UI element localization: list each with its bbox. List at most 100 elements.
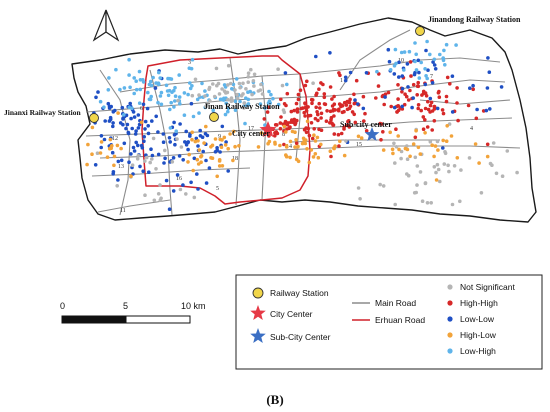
cluster-point-low-low <box>471 83 475 88</box>
cluster-point-low-low <box>203 132 208 136</box>
cluster-point-low-low <box>343 75 348 80</box>
cluster-point-high-high <box>426 99 430 104</box>
cluster-point-low-low <box>131 110 136 114</box>
cluster-point-high-low <box>313 152 318 156</box>
cluster-point-high-low <box>290 129 295 134</box>
cluster-point-high-high <box>423 118 427 122</box>
sub-city-center-label: Sub-city center <box>340 120 392 129</box>
cluster-point-high-high <box>342 125 346 129</box>
cluster-point-high-high <box>363 111 367 116</box>
cluster-point-high-low <box>282 124 287 129</box>
cluster-point-high-low <box>436 148 440 152</box>
cluster-point-low-low <box>186 147 190 152</box>
cluster-point-low-high <box>230 87 234 91</box>
cluster-point-low-low <box>450 74 455 78</box>
cluster-point-not-significant <box>491 141 496 145</box>
cluster-point-low-high <box>197 111 201 115</box>
cluster-point-low-high <box>147 82 152 87</box>
cluster-point-not-significant <box>203 94 207 98</box>
cluster-point-not-significant <box>136 153 141 158</box>
cluster-point-low-low <box>177 154 182 158</box>
cluster-point-low-low <box>178 122 182 126</box>
cluster-point-not-significant <box>428 139 433 144</box>
cluster-point-not-significant <box>193 77 198 82</box>
cluster-point-high-high <box>331 109 335 113</box>
cluster-point-not-significant <box>258 88 263 92</box>
cluster-point-not-significant <box>212 94 217 99</box>
cluster-point-low-high <box>444 42 449 47</box>
cluster-point-low-low <box>134 129 138 133</box>
legend-low-high-label: Low-High <box>460 346 496 356</box>
cluster-point-high-high <box>346 100 350 104</box>
cluster-point-low-low <box>475 107 479 112</box>
legend-railway-station-label: Railway Station <box>270 288 329 298</box>
legend-low-high-icon <box>447 348 453 354</box>
cluster-point-not-significant <box>515 170 519 175</box>
road-number: 5 <box>216 186 219 192</box>
cluster-point-not-significant <box>429 201 434 205</box>
cluster-point-low-high <box>151 75 155 80</box>
cluster-point-high-high <box>273 134 277 138</box>
cluster-point-not-significant <box>420 199 425 203</box>
cluster-point-low-high <box>137 69 142 74</box>
cluster-point-not-significant <box>311 81 315 85</box>
cluster-point-low-high <box>141 78 145 82</box>
cluster-point-low-high <box>243 121 247 126</box>
legend-not-significant-label: Not Significant <box>460 282 515 292</box>
cluster-point-low-low <box>188 134 192 138</box>
cluster-point-high-high <box>445 75 450 80</box>
cluster-point-not-significant <box>176 98 180 103</box>
cluster-point-low-high <box>222 96 226 101</box>
legend-city-center-label: City Center <box>270 309 313 319</box>
cluster-point-not-significant <box>405 172 409 176</box>
cluster-point-high-high <box>314 105 319 110</box>
cluster-point-low-high <box>172 105 176 109</box>
cluster-point-low-low <box>99 145 103 150</box>
cluster-point-high-high <box>309 121 314 125</box>
cluster-point-low-high <box>191 114 196 119</box>
cluster-point-not-significant <box>446 163 450 168</box>
cluster-point-low-low <box>397 60 401 65</box>
cluster-point-not-significant <box>233 88 237 92</box>
cluster-point-high-high <box>474 116 479 121</box>
cluster-point-not-significant <box>378 182 383 187</box>
cluster-point-low-high <box>263 123 267 127</box>
cluster-point-low-low <box>126 130 131 135</box>
cluster-point-not-significant <box>250 92 254 97</box>
cluster-point-low-high <box>211 108 215 113</box>
cluster-point-high-high <box>306 114 311 118</box>
cluster-point-high-high <box>350 110 355 114</box>
cluster-point-low-low <box>348 70 353 75</box>
cluster-point-low-low <box>122 141 127 146</box>
cluster-point-low-high <box>423 67 427 71</box>
cluster-point-high-high <box>436 91 441 95</box>
legend-railway-station-icon <box>252 287 264 299</box>
cluster-point-high-high <box>298 88 303 92</box>
cluster-point-low-low <box>417 70 421 75</box>
cluster-point-high-low <box>228 132 232 136</box>
road-number: 17 <box>248 126 254 132</box>
cluster-point-high-high <box>406 98 411 102</box>
cluster-point-high-high <box>289 120 293 124</box>
cluster-point-high-low <box>338 139 342 144</box>
cluster-point-high-low <box>110 144 114 148</box>
cluster-point-not-significant <box>252 72 257 77</box>
cluster-point-low-high <box>226 106 231 111</box>
cluster-point-low-high <box>122 113 126 117</box>
cluster-point-low-low <box>153 86 158 90</box>
cluster-point-high-low <box>139 120 144 125</box>
cluster-point-high-low <box>430 143 435 147</box>
legend-city-center-icon <box>250 305 266 320</box>
cluster-point-high-high <box>361 94 366 99</box>
cluster-point-high-high <box>354 78 359 83</box>
cluster-point-low-high <box>246 97 251 102</box>
road-number: 12 <box>112 136 118 142</box>
cluster-point-high-high <box>262 117 267 121</box>
cluster-point-high-high <box>455 101 459 105</box>
cluster-point-low-high <box>173 94 178 98</box>
cluster-point-high-high <box>302 127 307 132</box>
cluster-point-not-significant <box>211 82 215 86</box>
cluster-point-low-low <box>129 152 133 156</box>
cluster-point-low-low <box>128 101 132 106</box>
scale-tick-0: 0 <box>60 301 65 311</box>
